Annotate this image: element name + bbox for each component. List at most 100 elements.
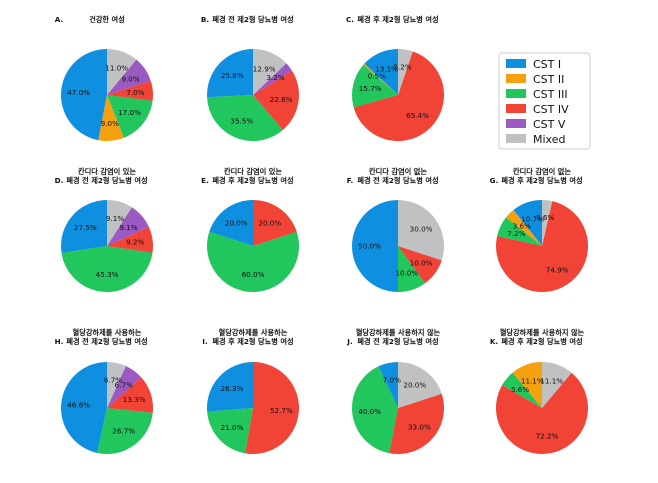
pie-slice-label: 50.0% <box>358 242 381 251</box>
pie-slice-label: 9.1% <box>106 214 124 223</box>
pie-slice-cst-iv <box>389 393 445 455</box>
panel-letter: B. <box>201 15 209 24</box>
pie-slice-label: 9.0% <box>121 75 139 84</box>
panel-title: 칸디다 감염이 있는 <box>78 167 136 176</box>
pie-slice-mixed <box>398 49 413 95</box>
pie-slice-label: 9.2% <box>126 238 144 247</box>
pie-slice-mixed <box>107 200 132 246</box>
pie-slice-cst-ii <box>506 210 542 246</box>
legend-swatch-cst-iii <box>506 89 526 98</box>
panel-letter: H. <box>55 337 64 346</box>
panel-title: 혈당강하제를 사용하지 않는 <box>356 328 441 337</box>
panel-title: 혈당강하제를 사용하는 <box>73 328 142 337</box>
legend-swatch-cst-ii <box>506 74 526 83</box>
legend-label: CST I <box>533 58 561 71</box>
pie-slice-cst-iii <box>97 408 153 454</box>
panel-title: 칸디다 감염이 있는 <box>224 167 282 176</box>
pie-slice-cst-iv <box>253 70 299 130</box>
pie-slice-cst-iii <box>207 95 283 141</box>
panel-letter: D. <box>55 176 64 185</box>
pie-slice-label: 9.0% <box>101 119 119 128</box>
pie-slice-cst-iii <box>207 231 299 293</box>
pie-slice-mixed <box>398 200 444 261</box>
pie-slice-cst-iv <box>398 246 442 284</box>
pie-slice-label: 13.1% <box>375 64 398 73</box>
pie-slice-label: 45.3% <box>96 270 119 279</box>
panel-title: 건강한 여성 <box>89 15 125 24</box>
pie-slice-mixed <box>107 49 137 95</box>
legend: CST I CST II CST III CST IV CST V Mixed <box>498 52 591 150</box>
panel-title: 폐경 후 제2형 당뇨병 여성 <box>212 337 293 346</box>
panel-title: 폐경 전 제2형 당뇨병 여성 <box>357 337 438 346</box>
pie-slice-label: 52.7% <box>270 406 293 415</box>
legend-label: Mixed <box>533 133 565 146</box>
pie-slice-cst-iii <box>207 408 253 454</box>
pie-slice-label: 26.7% <box>112 427 135 436</box>
pie-slice-label: 12.9% <box>253 64 276 73</box>
pie-slice-cst-v <box>107 366 142 408</box>
pie-slice-label: 5.2% <box>393 62 411 71</box>
pie-slice-cst-i <box>378 362 398 408</box>
pie-slice-label: 65.4% <box>406 111 429 120</box>
pie-slice-label: 3.6% <box>536 213 554 222</box>
pie-slice-cst-iv <box>353 51 444 142</box>
pie-slice-label: 20.0% <box>403 380 426 389</box>
pie-slice-label: 60.0% <box>242 270 265 279</box>
pie-slice-label: 20.0% <box>225 218 248 227</box>
panel-title: 혈당강하제를 사용하지 않는 <box>500 328 585 337</box>
legend-swatch-cst-i <box>506 59 526 68</box>
pie-slice-label: 25.8% <box>221 71 244 80</box>
pie-panel-c: C. 폐경 후 제2형 당뇨병 여성 13.1%0.5% 15.7% 65.4% 5.2% <box>346 15 444 142</box>
panel-title: 폐경 후 제2형 당뇨병 여성 <box>501 337 582 346</box>
panel-title: 폐경 전 제2형 당뇨병 여성 <box>66 176 147 185</box>
panel-letter: F. <box>347 176 354 185</box>
pie-slice-label: 20.0% <box>258 218 281 227</box>
pie-slice-cst-ii <box>363 63 398 95</box>
panel-letter: G. <box>490 176 499 185</box>
pie-slice-label: 10.0% <box>410 258 433 267</box>
legend-label: CST V <box>533 118 566 131</box>
pie-slice-mixed <box>542 362 572 408</box>
panel-title: 폐경 후 제2형 당뇨병 여성 <box>501 176 582 185</box>
legend-swatch-cst-iv <box>506 104 526 113</box>
pie-slice-cst-iii <box>351 366 398 454</box>
pie-slice-label: 10.0% <box>395 269 418 278</box>
pie-slice-cst-iv <box>107 226 153 253</box>
pie-slice-cst-i <box>60 200 107 254</box>
pie-slice-label: 0.5% <box>368 72 386 81</box>
pie-slice-label: 10.7% <box>521 215 544 224</box>
pie-slice-label: 74.9% <box>546 266 569 275</box>
panel-title: 폐경 전 제2형 당뇨병 여성 <box>357 176 438 185</box>
pie-slice-cst-i <box>206 362 253 412</box>
pie-slice-cst-i <box>61 362 107 453</box>
pie-slice-label: 72.2% <box>536 432 559 441</box>
pie-slice-cst-iii <box>398 246 426 292</box>
pie-slice-label: 46.6% <box>67 401 90 410</box>
pie-slice-label: 3.6% <box>513 221 531 230</box>
panel-letter: C. <box>346 15 354 24</box>
panel-letter: J. <box>346 337 352 346</box>
pie-slice-cst-iii <box>107 95 153 138</box>
pie-slice-label: 5.6% <box>511 385 529 394</box>
pie-slice-label: 22.6% <box>270 95 293 104</box>
legend-swatch-cst-v <box>506 119 526 128</box>
legend-label: CST IV <box>533 103 569 116</box>
pie-slice-label: 11.1% <box>521 377 544 386</box>
pie-slice-mixed <box>253 49 287 95</box>
pie-slice-cst-i <box>352 200 398 292</box>
panel-title: 폐경 후 제2형 당뇨병 여성 <box>212 176 293 185</box>
panel-letter: A. <box>55 15 63 24</box>
pie-slice-label: 26.3% <box>221 384 244 393</box>
legend-label: CST II <box>533 73 564 86</box>
pie-slice-label: 7.0% <box>383 376 401 385</box>
panel-title: 칸디다 감염이 없는 <box>369 167 427 176</box>
pie-slice-cst-i <box>209 200 253 246</box>
pie-slice-label: 35.5% <box>230 117 253 126</box>
pie-slice-label: 6.7% <box>104 376 122 385</box>
